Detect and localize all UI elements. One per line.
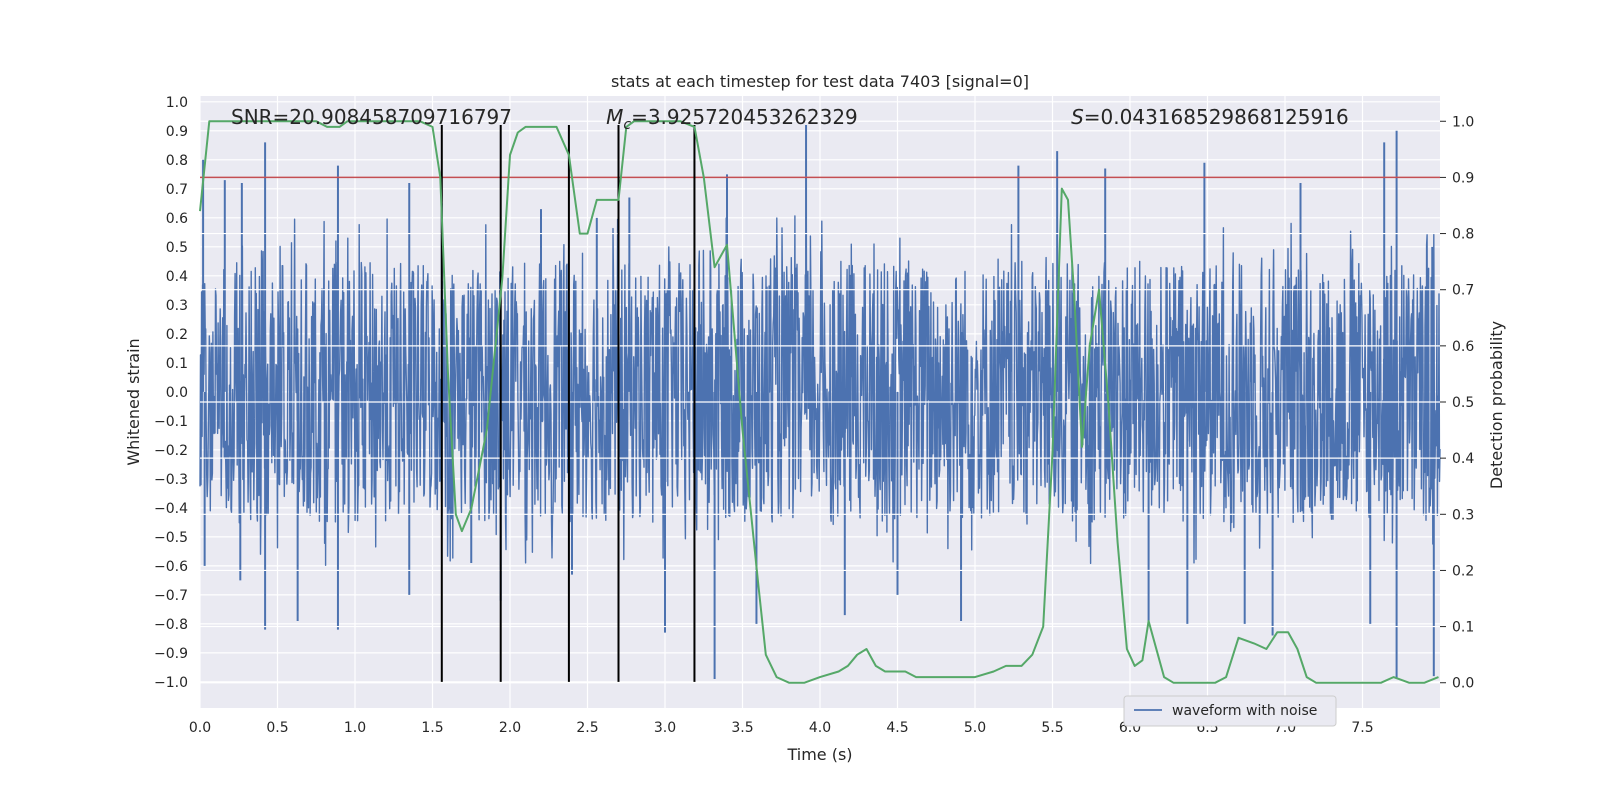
y-right-tick-label: 0.4 — [1452, 451, 1474, 467]
s-value: =0.0431685298681259​16 — [1084, 105, 1349, 129]
y-tick-label: 0.2 — [166, 327, 188, 343]
y-ticks-left: 1.0 0.9 0.8 0.7 0.6 0.5 0.4 0.3 0.2 0.1 0.0 −0.1 −0.… — [154, 95, 188, 691]
chirp-mass-subscript: c — [623, 117, 631, 133]
y-tick-label: −0.7 — [154, 588, 188, 604]
s-symbol: S — [1071, 105, 1084, 129]
x-tick-label: 4.5 — [886, 720, 908, 736]
y-axis-right-label: Detection probability — [1487, 321, 1506, 489]
y-tick-label: −0.6 — [154, 559, 188, 575]
snr-annotation: SNR=20.908458709716797 — [231, 105, 512, 129]
y-tick-label: −0.9 — [154, 646, 188, 662]
legend-label: waveform with noise — [1172, 703, 1317, 719]
x-tick-label: 5.5 — [1041, 720, 1063, 736]
y-right-tick-label: 0.1 — [1452, 620, 1474, 636]
y-right-tick-label: 0.3 — [1452, 507, 1474, 523]
y-right-tick-label: 0.7 — [1452, 283, 1474, 299]
y-tick-label: 1.0 — [166, 95, 188, 111]
s-annotation: S=0.0431685298681259​16 — [1071, 105, 1349, 129]
x-tick-label: 1.5 — [421, 720, 443, 736]
y-tick-label: 0.3 — [166, 298, 188, 314]
y-tick-label: 0.9 — [166, 124, 188, 140]
chirp-mass-symbol: M — [606, 105, 623, 129]
x-tick-label: 4.0 — [809, 720, 831, 736]
y-tick-label: −0.8 — [154, 617, 188, 633]
y-right-tick-label: 0.0 — [1452, 676, 1474, 692]
x-tick-label: 0.0 — [189, 720, 211, 736]
probability-series — [199, 120, 1439, 684]
y-tick-label: 0.8 — [166, 153, 188, 169]
y-tick-label: −0.3 — [154, 472, 188, 488]
y-right-tick-label: 1.0 — [1452, 114, 1474, 130]
legend: waveform with noise — [1123, 695, 1337, 727]
y-tick-label: −0.4 — [154, 501, 188, 517]
y-tick-label: 0.4 — [166, 269, 188, 285]
y-right-tick-label: 0.5 — [1452, 395, 1474, 411]
y-right-tick-label: 0.8 — [1452, 227, 1474, 243]
y-tick-label: 0.0 — [166, 385, 188, 401]
legend-box — [1123, 695, 1337, 727]
y-tick-label: −0.5 — [154, 530, 188, 546]
y-tick-label: 0.7 — [166, 182, 188, 198]
x-tick-label: 1.0 — [344, 720, 366, 736]
x-tick-label: 2.5 — [576, 720, 598, 736]
y-right-tick-label: 0.2 — [1452, 563, 1474, 579]
y-tick-label: 0.1 — [166, 356, 188, 372]
chirp-mass-annotation: Mc=3.925720453262329 — [606, 105, 858, 133]
x-tick-label: 7.5 — [1351, 720, 1373, 736]
y-right-tick-label: 0.6 — [1452, 339, 1474, 355]
y-tick-label: −1.0 — [154, 675, 188, 691]
y-tick-label: −0.2 — [154, 443, 188, 459]
y-axis-label: Whitened strain — [124, 338, 143, 465]
y-tick-label: −0.1 — [154, 414, 188, 430]
y-tick-label: 0.6 — [166, 211, 188, 227]
probability-line — [199, 120, 1439, 684]
x-tick-label: 2.0 — [499, 720, 521, 736]
x-axis-label: Time (s) — [786, 745, 852, 764]
y-right-tick-label: 0.9 — [1452, 170, 1474, 186]
x-tick-label: 5.0 — [964, 720, 986, 736]
y-tick-label: 0.5 — [166, 240, 188, 256]
y-ticks-right: 1.0 0.9 0.8 0.7 0.6 0.5 0.4 0.3 0.2 0.1 0.0 — [1440, 114, 1474, 692]
waveform-trace — [199, 215, 1441, 566]
chart-title: stats at each timestep for test data 740… — [611, 72, 1029, 91]
chirp-mass-value: =3.925720453262329 — [631, 105, 858, 129]
x-tick-label: 0.5 — [266, 720, 288, 736]
x-tick-label: 3.5 — [731, 720, 753, 736]
x-tick-label: 3.0 — [654, 720, 676, 736]
